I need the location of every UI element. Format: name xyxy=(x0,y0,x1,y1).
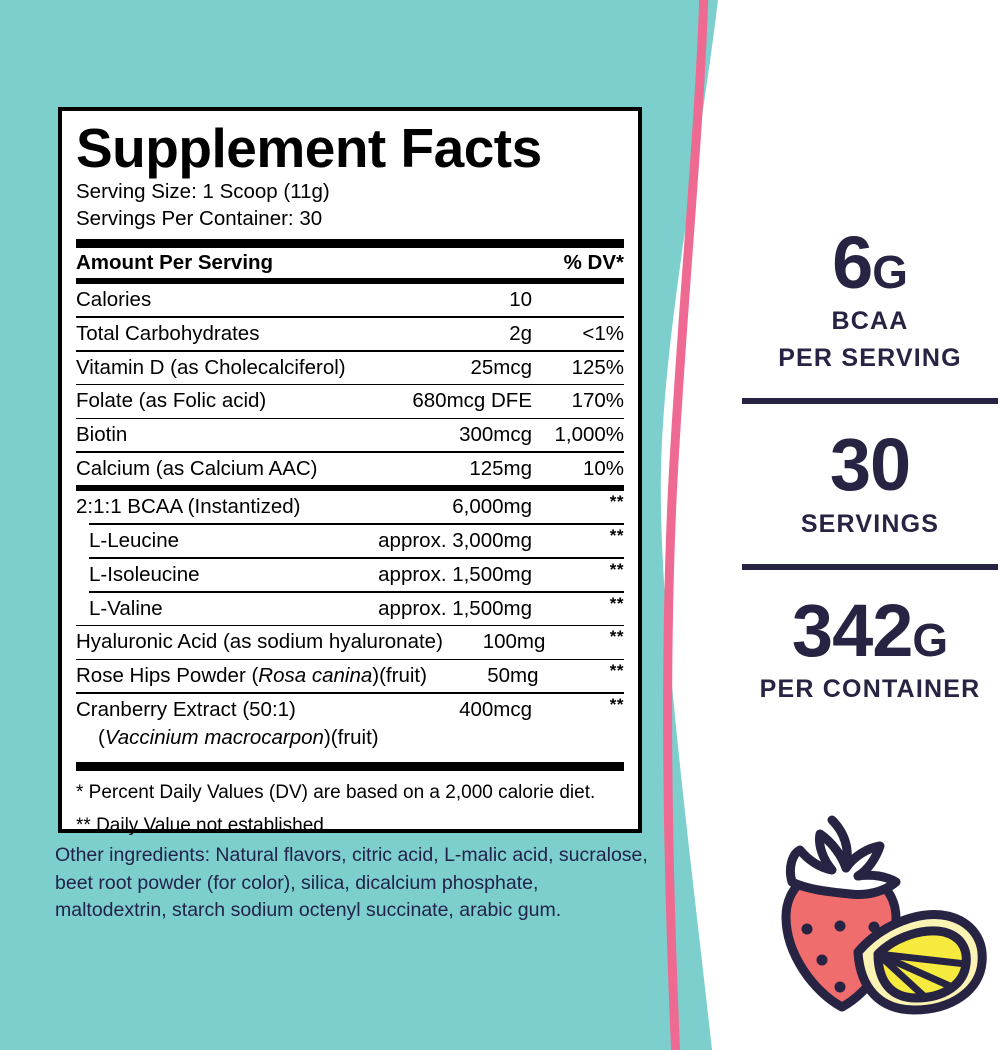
row-name: L-Leucine xyxy=(89,528,180,552)
row-amount: 6,000mg xyxy=(452,495,532,519)
row-dv: <1% xyxy=(582,321,624,345)
stat-bcaa-per-serving: 6G BCAA PER SERVING xyxy=(742,221,998,373)
other-ingredients: Other ingredients: Natural flavors, citr… xyxy=(55,844,648,922)
row-separator xyxy=(76,451,624,453)
table-row: Total Carbohydrates 2g <1% xyxy=(76,318,624,350)
footnote-daily-values: * Percent Daily Values (DV) are based on… xyxy=(76,782,596,804)
table-row: Vitamin D (as Cholecalciferol) 25mcg 125… xyxy=(76,352,624,384)
stat-label-line1: PER CONTAINER xyxy=(759,674,981,703)
row-amount: 50mg xyxy=(487,664,539,688)
row-amount: 25mcg xyxy=(470,355,532,379)
footnotes: * Percent Daily Values (DV) are based on… xyxy=(76,771,624,843)
page-title: Supplement Facts xyxy=(76,117,542,179)
stat-divider xyxy=(742,398,998,405)
row-name: Biotin xyxy=(76,423,128,447)
row-separator xyxy=(76,658,624,661)
row-name: Hyaluronic Acid (as sodium hyaluronate) xyxy=(76,630,443,654)
table-header: Amount Per Serving % DV* xyxy=(76,248,624,278)
footnote-not-established: ** Daily Value not established. xyxy=(76,815,330,837)
row-separator xyxy=(76,417,624,420)
row-separator xyxy=(76,624,624,627)
stat-unit: G xyxy=(872,246,908,298)
servings-per-container: Servings Per Container: 30 xyxy=(76,207,323,231)
stat-value: 30 xyxy=(829,423,911,507)
row-name: Folate (as Folic acid) xyxy=(76,389,267,413)
row-separator xyxy=(76,350,624,352)
botanical-name: Rosa canina xyxy=(258,664,373,688)
stats-column: 6G BCAA PER SERVING 30 SERVINGS 342G PER… xyxy=(742,221,998,703)
botanical-name: Vaccinium macrocarpon xyxy=(104,726,324,750)
row-amount: approx. 3,000mg xyxy=(378,528,532,552)
header-percent-dv: % DV* xyxy=(563,251,624,275)
table-row: L-Isoleucine approx. 1,500mg ** xyxy=(76,559,624,591)
row-dv: ** xyxy=(609,627,624,647)
row-dv: ** xyxy=(609,593,624,613)
stat-value: 342G xyxy=(791,588,949,672)
strawberry-lemon-icon xyxy=(781,815,987,1015)
row-name: Total Carbohydrates xyxy=(76,321,260,345)
row-name-second-line: (Vaccinium macrocarpon)(fruit) xyxy=(98,726,379,750)
rule-thick-top xyxy=(76,239,624,249)
row-separator xyxy=(89,590,624,593)
table-row: Cranberry Extract (50:1) 400mcg ** xyxy=(76,694,624,726)
rule-thick-bottom xyxy=(76,762,624,772)
table-row: L-Valine approx. 1,500mg ** xyxy=(76,593,624,625)
stat-servings: 30 SERVINGS xyxy=(742,423,998,538)
row-dv: ** xyxy=(609,492,624,512)
row-dv: ** xyxy=(609,694,624,714)
row-dv: ** xyxy=(609,559,624,579)
table-row: Calories 10 xyxy=(76,284,624,316)
row-name: Cranberry Extract (50:1) xyxy=(76,697,296,721)
row-amount: 680mcg DFE xyxy=(412,389,532,413)
row-amount: approx. 1,500mg xyxy=(378,596,532,620)
table-row: L-Leucine approx. 3,000mg ** xyxy=(76,525,624,557)
row-amount: 300mcg xyxy=(459,423,532,447)
row-name: Vitamin D (as Cholecalciferol) xyxy=(76,355,346,379)
stat-label-line2: PER SERVING xyxy=(778,344,962,373)
row-dv: 170% xyxy=(571,389,624,413)
table-row: Hyaluronic Acid (as sodium hyaluronate) … xyxy=(76,626,624,658)
row-amount: 100mg xyxy=(482,630,546,654)
row-separator xyxy=(76,316,624,318)
row-name: Rose Hips Powder (Rosa canina)(fruit) xyxy=(76,664,427,688)
stat-value: 6G xyxy=(832,221,908,304)
stat-label-line1: BCAA xyxy=(831,307,909,336)
row-separator xyxy=(76,383,624,386)
pink-wave-line xyxy=(663,0,709,1050)
table-row: Biotin 300mcg 1,000% xyxy=(76,419,624,451)
stat-divider xyxy=(742,563,998,570)
header-amount-per-serving: Amount Per Serving xyxy=(76,251,274,275)
table-row: 2:1:1 BCAA (Instantized) 6,000mg ** xyxy=(76,491,624,523)
row-name: L-Isoleucine xyxy=(89,562,200,586)
table-row: Folate (as Folic acid) 680mcg DFE 170% xyxy=(76,385,624,417)
row-name: Calcium (as Calcium AAC) xyxy=(76,457,318,480)
stat-unit: G xyxy=(912,613,949,666)
serving-size: Serving Size: 1 Scoop (11g) xyxy=(76,180,330,203)
table-row: Calcium (as Calcium AAC) 125mg 10% xyxy=(76,453,624,485)
row-name: L-Valine xyxy=(89,596,163,620)
row-dv: ** xyxy=(609,661,624,681)
row-dv: 1,000% xyxy=(554,423,624,447)
rule-med-before-bcaa xyxy=(76,485,624,492)
rule-med-under-header xyxy=(76,278,624,285)
row-amount: 2g xyxy=(509,321,532,345)
row-dv: ** xyxy=(609,525,624,545)
table-row: Rose Hips Powder (Rosa canina)(fruit) 50… xyxy=(76,660,624,692)
row-amount: 125mg xyxy=(469,457,532,480)
supplement-facts-panel: Supplement Facts Serving Size: 1 Scoop (… xyxy=(58,107,642,836)
row-name: Calories xyxy=(76,288,152,312)
row-dv: 10% xyxy=(582,457,624,480)
row-separator xyxy=(76,692,624,694)
row-name: 2:1:1 BCAA (Instantized) xyxy=(76,495,301,519)
stat-label-line1: SERVINGS xyxy=(800,509,940,538)
strawberry-seeds xyxy=(801,920,880,993)
stat-per-container: 342G PER CONTAINER xyxy=(742,588,998,703)
row-amount: 400mcg xyxy=(459,697,532,721)
row-separator xyxy=(89,523,624,525)
row-separator xyxy=(89,557,624,559)
row-dv: 125% xyxy=(571,355,624,379)
row-amount: 10 xyxy=(509,288,532,312)
row-amount: approx. 1,500mg xyxy=(378,562,532,586)
